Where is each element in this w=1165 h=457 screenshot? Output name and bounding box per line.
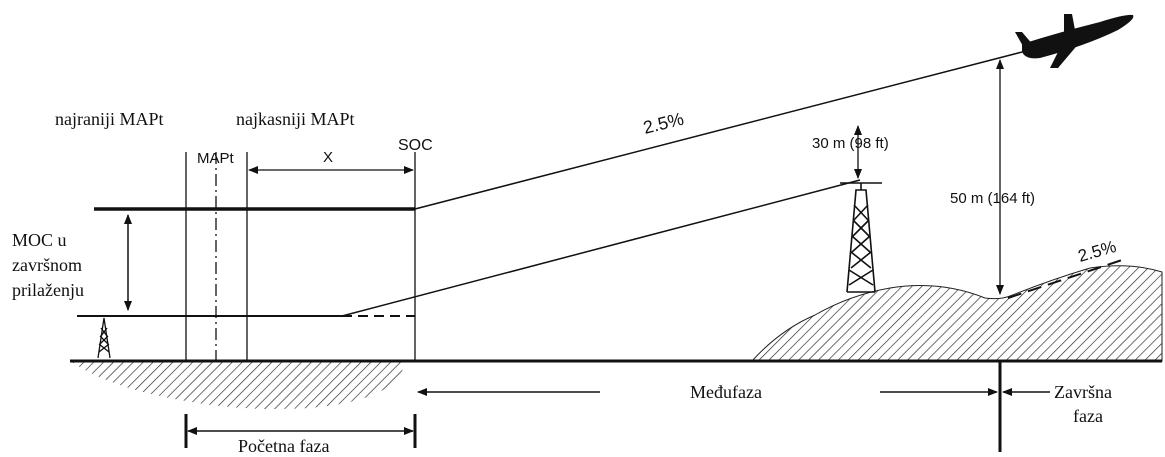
climb-path-line: [414, 51, 1023, 210]
gradient-terrain-label: 2.5%: [1076, 237, 1118, 266]
initial-phase-label: Početna faza: [238, 436, 329, 456]
moc-label-line-2: završnom: [12, 255, 82, 275]
small-tower-icon: [97, 317, 111, 359]
mapt-label: MAPt: [197, 150, 235, 167]
airplane-icon: [1015, 14, 1134, 68]
moc-label-line-3: prilaženju: [12, 280, 84, 300]
obstacle-tower-icon: [840, 182, 882, 293]
clearance-50-label: 50 m (164 ft): [950, 190, 1035, 207]
clearance-30-label: 30 m (98 ft): [812, 135, 889, 152]
earliest-mapt-label: najraniji MAPt: [55, 109, 164, 129]
obstacle-clearance-line: [341, 179, 861, 317]
gradient-main-label: 2.5%: [641, 109, 686, 138]
x-label: X: [323, 149, 333, 166]
soc-label: SOC: [398, 137, 433, 154]
terrain-hill: [750, 265, 1163, 362]
moc-label-line-1: MOC u: [12, 230, 67, 250]
ground-hatch-left: [70, 361, 405, 409]
final-phase-label-line-2: faza: [1073, 406, 1103, 426]
final-phase-label-line-1: Završna: [1054, 382, 1112, 402]
intermediate-phase-label: Međufaza: [690, 382, 762, 402]
latest-mapt-label: najkasniji MAPt: [236, 109, 355, 129]
